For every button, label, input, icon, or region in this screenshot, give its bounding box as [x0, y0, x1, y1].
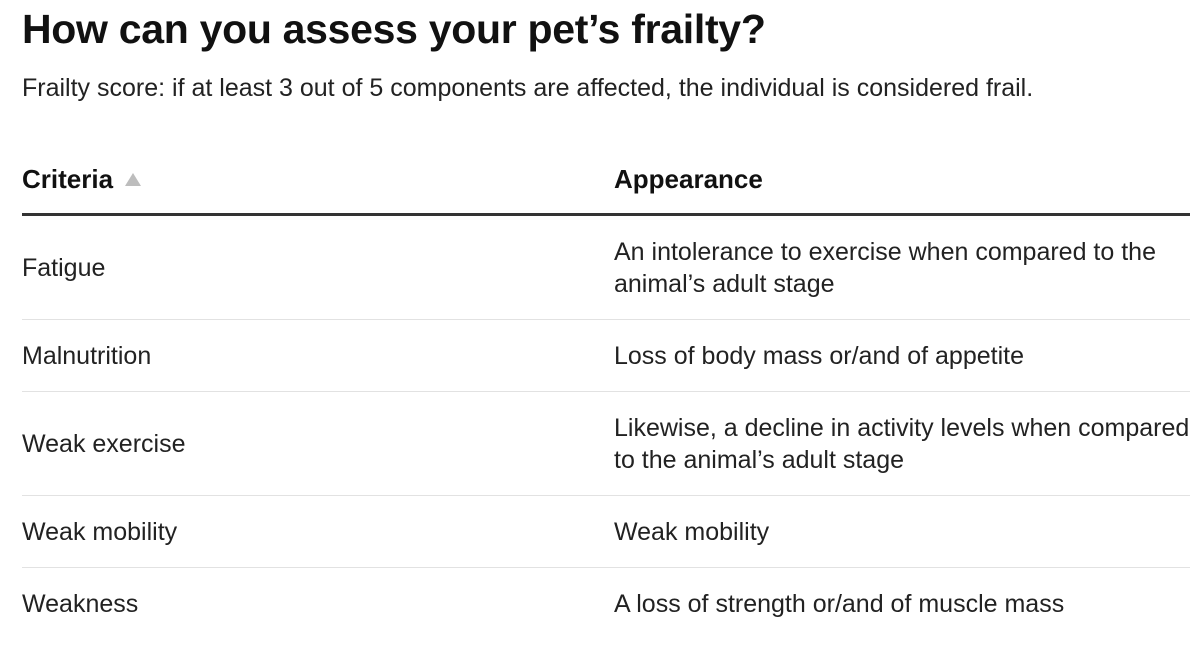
table-row: Weak mobility Weak mobility [22, 495, 1190, 568]
cell-criteria: Malnutrition [22, 319, 614, 392]
table-row: Weak exercise Likewise, a decline in act… [22, 391, 1190, 496]
cell-criteria: Fatigue [22, 214, 614, 320]
sort-ascending-icon[interactable] [125, 172, 142, 186]
cell-criteria: Weakness [22, 589, 139, 618]
frailty-table: Criteria Appearance Fatigue An intoleran… [22, 145, 1190, 639]
page-title: How can you assess your pet’s frailty? [22, 6, 766, 52]
cell-appearance: An intolerance to exercise when compared… [614, 214, 1190, 320]
cell-appearance: Loss of body mass or/and of appetite [614, 319, 1190, 392]
column-header-label: Criteria [22, 163, 114, 194]
column-header-appearance[interactable]: Appearance [614, 145, 1190, 216]
table-row: Malnutrition Loss of body mass or/and of… [22, 319, 1190, 392]
column-header-label: Appearance [614, 163, 763, 194]
cell-appearance: A loss of strength or/and of muscle mass [614, 589, 1065, 618]
page-subtitle: Frailty score: if at least 3 out of 5 co… [22, 74, 1034, 102]
table-row: Weakness A loss of strength or/and of mu… [22, 568, 1190, 640]
cell-appearance: Weak mobility [614, 495, 1190, 568]
column-header-criteria[interactable]: Criteria [22, 145, 614, 216]
table-header-row: Criteria Appearance [22, 145, 1190, 216]
cell-appearance: Likewise, a decline in activity levels w… [614, 391, 1190, 496]
cell-criteria: Weak exercise [22, 391, 614, 496]
cell-criteria: Weak mobility [22, 495, 614, 568]
table-row: Fatigue An intolerance to exercise when … [22, 214, 1190, 320]
